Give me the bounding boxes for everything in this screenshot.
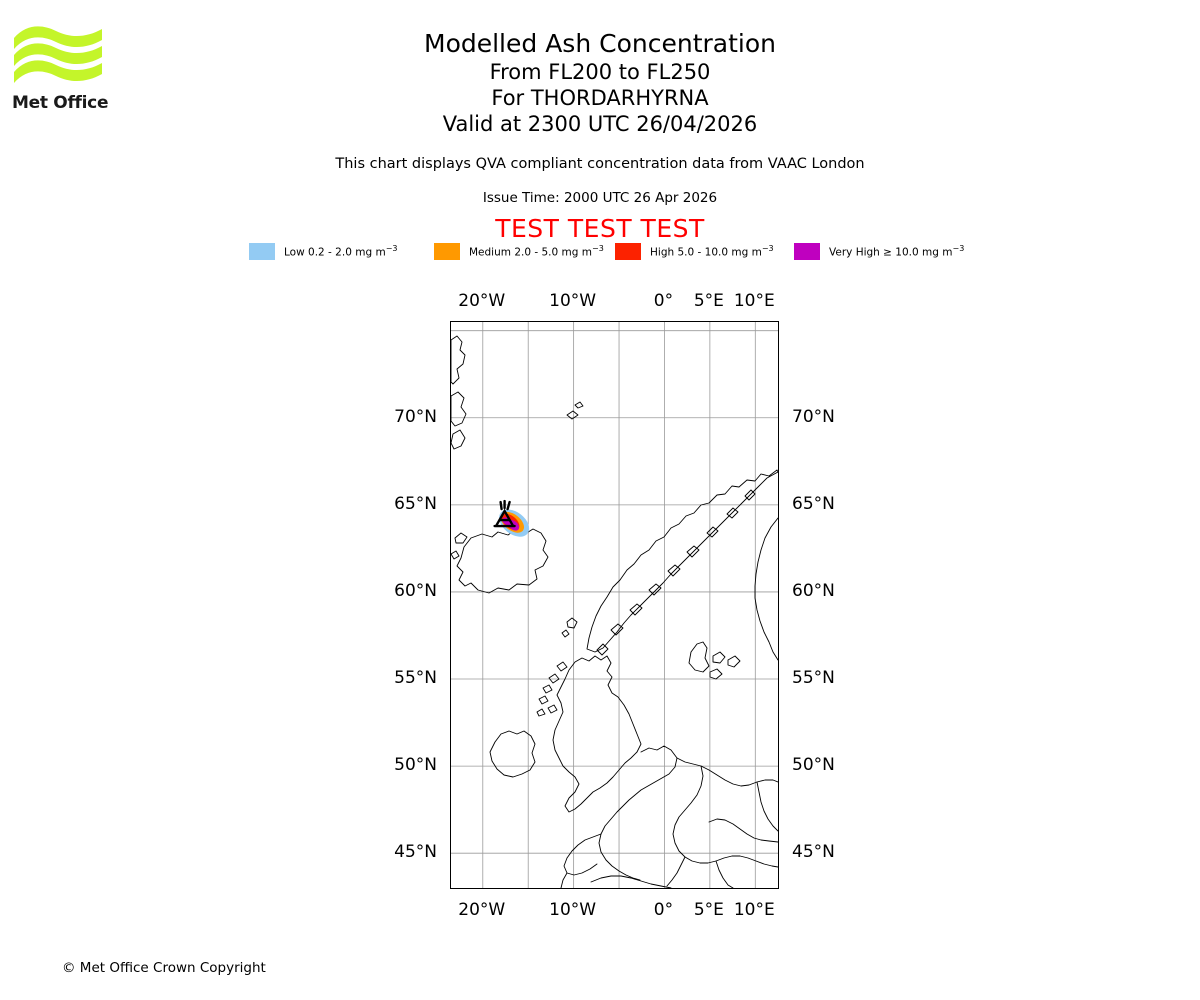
met-office-wave-logo-icon <box>14 26 102 83</box>
lat-tick-label-left: 70°N <box>394 406 437 427</box>
issue-time: Issue Time: 2000 UTC 26 Apr 2026 <box>482 190 718 206</box>
volcano-name: For THORDARHYRNA <box>491 86 709 110</box>
met-office-logo: Met Office <box>12 22 122 117</box>
legend-item-2: High 5.0 - 10.0 mg m−3 <box>615 241 774 261</box>
map-plot-frame <box>450 321 779 889</box>
test-banner: TEST TEST TEST <box>495 214 705 243</box>
legend-label-2: High 5.0 - 10.0 mg m−3 <box>650 243 774 259</box>
lon-tick-label-top: 5°E <box>693 291 724 311</box>
lat-tick-label-right: 70°N <box>792 406 835 427</box>
lat-tick-label-right: 60°N <box>792 580 835 601</box>
legend-label-1: Medium 2.0 - 5.0 mg m−3 <box>469 243 604 259</box>
lon-tick-label-bottom: 0° <box>653 900 674 920</box>
flight-level-range: From FL200 to FL250 <box>489 60 711 84</box>
lat-tick-label-left: 45°N <box>394 842 437 863</box>
legend-label-0: Low 0.2 - 2.0 mg m−3 <box>284 243 398 259</box>
lon-tick-label-top: 20°W <box>458 291 506 311</box>
ash-concentration-map: 20°W 20°W 10°W 10°W 0° 0° 5°E 5°E 10°E 10°E 70°N 70… <box>394 291 835 920</box>
legend-item-3: Very High ≥ 10.0 mg m−3 <box>794 241 964 261</box>
coastlines <box>451 335 778 888</box>
copyright-notice: © Met Office Crown Copyright <box>62 960 266 976</box>
lat-tick-label-left: 50°N <box>394 755 437 776</box>
met-office-logo-text: Met Office <box>12 93 109 113</box>
map-canvas <box>451 322 778 888</box>
lon-tick-label-top: 0° <box>653 291 674 311</box>
legend-swatch-0 <box>249 242 275 260</box>
lat-tick-label-right: 45°N <box>792 842 835 863</box>
map-gridlines <box>451 322 778 888</box>
lon-tick-label-top: 10°E <box>733 291 775 311</box>
volcano-symbol-icon <box>493 499 516 528</box>
legend-label-3: Very High ≥ 10.0 mg m−3 <box>829 243 965 259</box>
lon-tick-label-bottom: 20°W <box>458 900 506 920</box>
lat-tick-label-left: 60°N <box>394 580 437 601</box>
lon-tick-label-bottom: 10°W <box>549 900 597 920</box>
page-title: Modelled Ash Concentration <box>424 29 776 58</box>
legend-item-0: Low 0.2 - 2.0 mg m−3 <box>249 241 397 261</box>
lat-tick-label-right: 50°N <box>792 755 835 776</box>
lon-tick-label-top: 10°W <box>549 291 597 311</box>
valid-time: Valid at 2300 UTC 26/04/2026 <box>442 112 758 136</box>
legend-swatch-3 <box>794 242 820 260</box>
lon-tick-label-bottom: 10°E <box>733 900 775 920</box>
legend-item-1: Medium 2.0 - 5.0 mg m−3 <box>434 241 604 261</box>
lat-tick-label-left: 55°N <box>394 668 437 688</box>
lat-tick-label-right: 55°N <box>792 668 835 688</box>
lat-tick-label-right: 65°N <box>792 493 835 514</box>
concentration-legend: Low 0.2 - 2.0 mg m−3 Medium 2.0 - 5.0 mg … <box>249 241 989 261</box>
legend-swatch-2 <box>615 242 641 260</box>
legend-swatch-1 <box>434 242 460 260</box>
chart-title-block: Modelled Ash Concentration From FL200 to… <box>0 28 1200 137</box>
lon-tick-label-bottom: 5°E <box>693 900 724 920</box>
lat-tick-label-left: 65°N <box>394 493 437 514</box>
qva-note: This chart displays QVA compliant concen… <box>335 156 865 172</box>
